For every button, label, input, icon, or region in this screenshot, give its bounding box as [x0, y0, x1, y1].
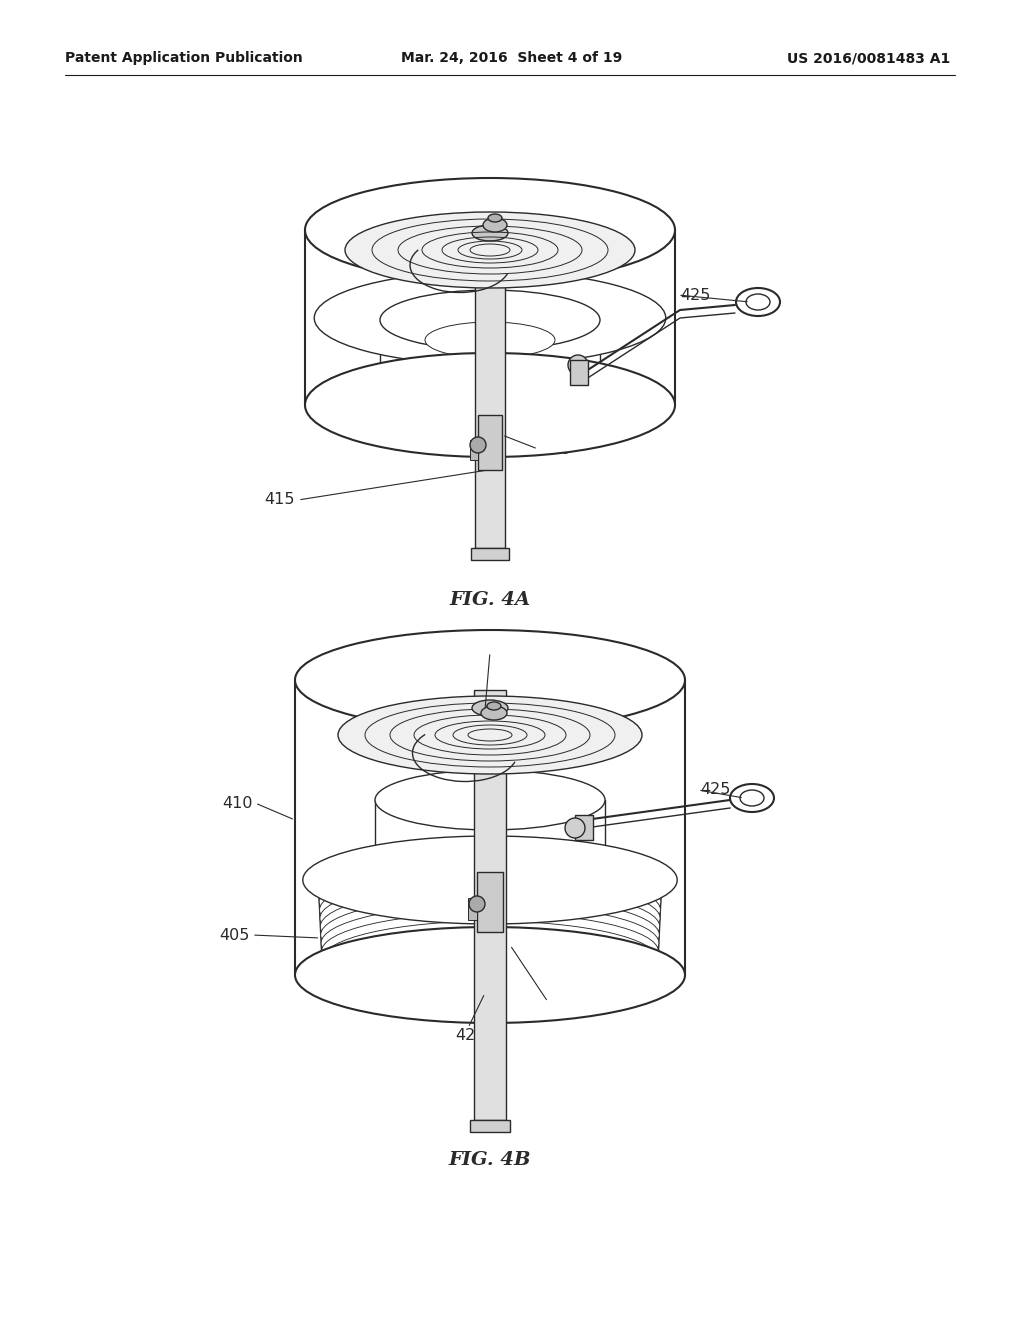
Text: 415: 415	[264, 492, 295, 507]
Ellipse shape	[338, 696, 642, 774]
Ellipse shape	[736, 288, 780, 315]
Bar	[477, 873, 503, 932]
Ellipse shape	[375, 770, 605, 830]
Ellipse shape	[305, 352, 675, 457]
Ellipse shape	[323, 929, 657, 1006]
Bar	[575, 814, 593, 840]
Ellipse shape	[431, 375, 549, 405]
Ellipse shape	[321, 896, 659, 974]
Ellipse shape	[314, 271, 666, 364]
Text: 415: 415	[475, 634, 505, 648]
Text: US 2016/0081483 A1: US 2016/0081483 A1	[786, 51, 950, 65]
Bar	[470, 1119, 510, 1133]
Ellipse shape	[483, 218, 507, 232]
Ellipse shape	[730, 784, 774, 812]
Text: FIG. 4A: FIG. 4A	[450, 591, 530, 609]
Text: 420: 420	[455, 1027, 485, 1043]
Ellipse shape	[470, 437, 486, 453]
Ellipse shape	[380, 370, 600, 421]
Ellipse shape	[318, 854, 662, 932]
Ellipse shape	[380, 290, 600, 350]
Bar	[475, 215, 505, 548]
Bar	[570, 360, 588, 385]
Bar	[468, 898, 477, 920]
Ellipse shape	[487, 702, 501, 710]
Ellipse shape	[303, 836, 677, 924]
Bar	[470, 440, 478, 459]
Ellipse shape	[319, 863, 660, 940]
Ellipse shape	[319, 871, 660, 949]
Ellipse shape	[568, 355, 588, 375]
Ellipse shape	[472, 224, 508, 242]
Text: FIG. 4B: FIG. 4B	[449, 1151, 531, 1170]
Ellipse shape	[305, 178, 675, 282]
Ellipse shape	[318, 846, 662, 924]
Ellipse shape	[295, 630, 685, 730]
Ellipse shape	[322, 913, 658, 990]
Text: 420: 420	[540, 442, 570, 458]
Ellipse shape	[469, 896, 485, 912]
Ellipse shape	[488, 214, 502, 222]
Bar	[478, 414, 502, 470]
Text: 410: 410	[222, 796, 253, 810]
Text: Mar. 24, 2016  Sheet 4 of 19: Mar. 24, 2016 Sheet 4 of 19	[401, 51, 623, 65]
Ellipse shape	[321, 888, 659, 965]
Ellipse shape	[746, 294, 770, 310]
Ellipse shape	[481, 706, 507, 719]
Text: 405: 405	[219, 928, 250, 942]
Ellipse shape	[472, 700, 508, 715]
Bar	[471, 548, 509, 560]
Ellipse shape	[322, 921, 658, 998]
Text: 425: 425	[700, 783, 730, 797]
Ellipse shape	[425, 322, 555, 358]
Ellipse shape	[295, 927, 685, 1023]
Ellipse shape	[322, 904, 658, 982]
Ellipse shape	[565, 818, 585, 838]
Text: Patent Application Publication: Patent Application Publication	[65, 51, 303, 65]
Bar	[474, 690, 506, 1119]
Ellipse shape	[345, 213, 635, 288]
Ellipse shape	[319, 879, 660, 957]
Ellipse shape	[740, 789, 764, 807]
Text: 425: 425	[680, 288, 711, 302]
Text: 400: 400	[550, 998, 581, 1012]
